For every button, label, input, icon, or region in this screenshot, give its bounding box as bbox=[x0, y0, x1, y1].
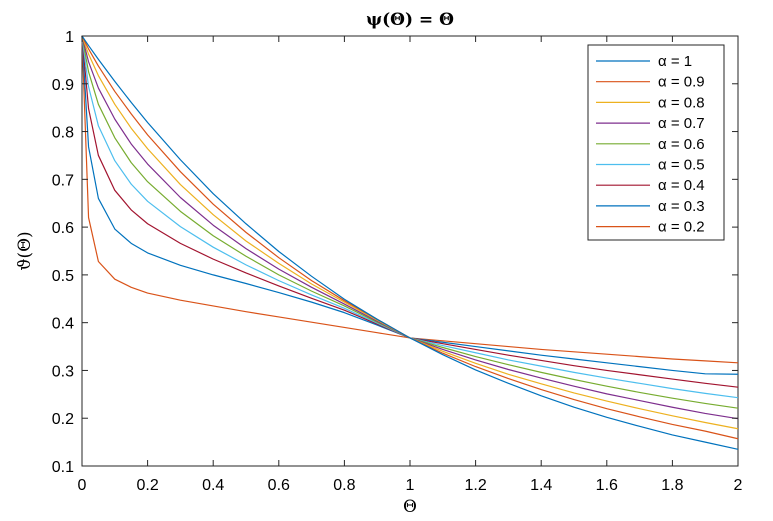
series-line-5 bbox=[81, 35, 739, 399]
legend-label-5: α = 0.5 bbox=[658, 157, 705, 174]
x-axis-label: Θ bbox=[403, 497, 417, 517]
legend-label-4: α = 0.6 bbox=[658, 136, 705, 153]
series-line-0 bbox=[81, 35, 739, 450]
y-tick-label: 0.7 bbox=[52, 172, 74, 189]
legend-label-3: α = 0.7 bbox=[658, 115, 705, 132]
x-tick-label: 1.6 bbox=[596, 477, 618, 494]
legend-label-0: α = 1 bbox=[658, 53, 692, 70]
x-tick-label: 1 bbox=[406, 477, 415, 494]
x-tick-label: 1.2 bbox=[464, 477, 486, 494]
y-tick-label: 0.9 bbox=[52, 77, 74, 94]
series-line-8 bbox=[81, 35, 739, 364]
legend-label-2: α = 0.8 bbox=[658, 94, 705, 111]
series-line-6 bbox=[81, 35, 739, 388]
x-tick-label: 1.8 bbox=[661, 477, 683, 494]
y-tick-label: 0.6 bbox=[52, 220, 74, 237]
x-axis-ticks: 0 0.2 0.4 0.6 0.8 1 1.2 1.4 1.6 1.8 2 bbox=[78, 36, 743, 494]
legend: α = 1 α = 0.9 α = 0.8 α = 0.7 α = 0.6 α = 0.5… bbox=[587, 44, 725, 241]
x-tick-label: 0.2 bbox=[136, 477, 158, 494]
legend-label-6: α = 0.4 bbox=[658, 177, 705, 194]
legend-label-8: α = 0.2 bbox=[658, 219, 705, 236]
y-axis-label: ϑ(Θ) bbox=[15, 231, 35, 270]
y-tick-label: 1 bbox=[65, 29, 74, 46]
legend-label-1: α = 0.9 bbox=[658, 74, 705, 91]
y-tick-label: 0.8 bbox=[52, 125, 74, 142]
series-line-7 bbox=[81, 35, 739, 375]
x-tick-label: 0.4 bbox=[202, 477, 224, 494]
x-tick-label: 0 bbox=[78, 477, 87, 494]
y-tick-label: 0.2 bbox=[52, 411, 74, 428]
x-tick-label: 0.6 bbox=[268, 477, 290, 494]
series-line-2 bbox=[81, 35, 739, 430]
series-line-1 bbox=[81, 35, 739, 440]
y-tick-label: 0.5 bbox=[52, 268, 74, 285]
series-lines bbox=[81, 35, 739, 450]
legend-label-7: α = 0.3 bbox=[658, 198, 705, 215]
legend-box bbox=[587, 44, 725, 241]
y-tick-label: 0.1 bbox=[52, 459, 74, 476]
x-tick-label: 2 bbox=[734, 477, 743, 494]
x-tick-label: 0.8 bbox=[333, 477, 355, 494]
series-line-3 bbox=[81, 35, 739, 420]
y-axis-ticks: 0.1 0.2 0.3 0.4 0.5 0.6 0.7 0.8 0.9 1 bbox=[52, 29, 738, 476]
x-tick-label: 1.4 bbox=[530, 477, 552, 494]
y-tick-label: 0.3 bbox=[52, 363, 74, 380]
series-line-4 bbox=[81, 35, 739, 409]
chart-title: ψ(Θ) = Θ bbox=[366, 10, 454, 30]
y-tick-label: 0.4 bbox=[52, 316, 74, 333]
